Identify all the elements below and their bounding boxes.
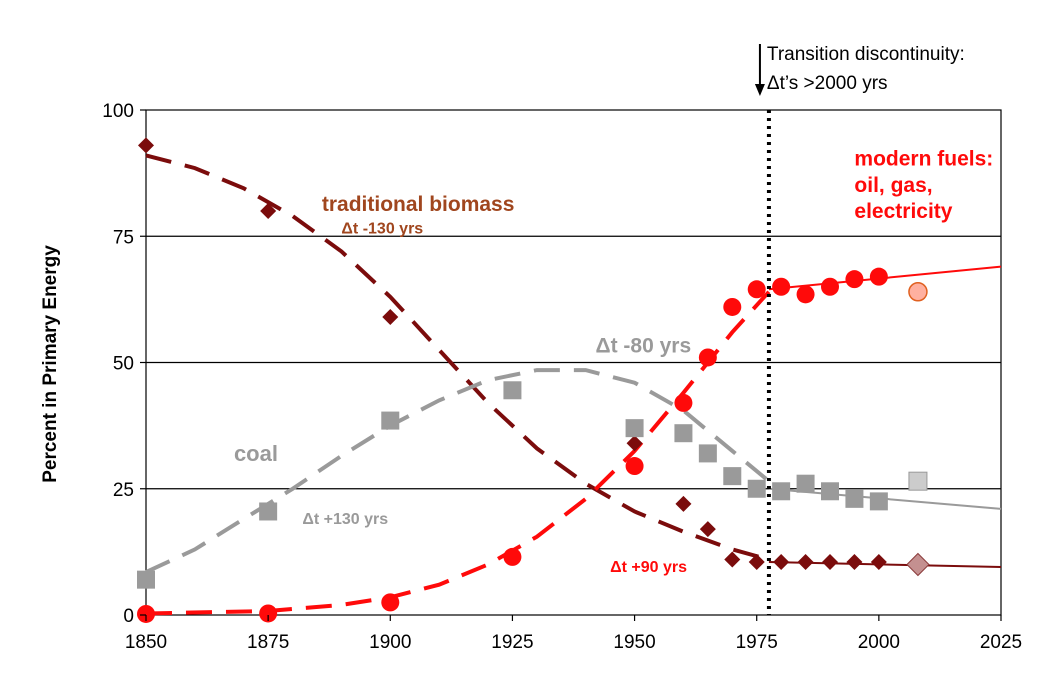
- coal-point-1985: [796, 474, 815, 493]
- biomass-label-0-0: traditional biomass: [322, 193, 515, 216]
- x-tick-label-2000: 2000: [858, 632, 900, 653]
- coal-point-1975: [747, 479, 766, 498]
- coal-point-1875: [259, 502, 278, 521]
- biomass-point-1970: [724, 551, 741, 568]
- coal-point-1925: [503, 381, 522, 400]
- biomass-point-1950: [626, 435, 643, 452]
- coal-projection-point-2008: [908, 471, 928, 491]
- modern-label-1-1: oil, gas,: [854, 174, 932, 197]
- modern-point-1970: [723, 297, 742, 316]
- biomass-point-1900: [382, 309, 399, 326]
- grid-layer: [145, 109, 1002, 616]
- biomass-projection-point-2008: [906, 552, 930, 577]
- biomass-label-1-0: Δt -130 yrs: [341, 221, 423, 238]
- modern-point-2000: [869, 267, 888, 286]
- label-layer: Transition discontinuity: Δt’s >2000 yrs t…: [234, 44, 993, 576]
- coal-point-1965: [698, 444, 717, 463]
- modern-point-1985: [796, 285, 815, 304]
- marker-layer: [137, 137, 930, 623]
- y-tick-label-50: 50: [113, 354, 134, 375]
- biomass-point-1980: [773, 553, 790, 570]
- transition-arrow-head: [754, 84, 765, 96]
- biomass-point-1875: [260, 203, 277, 219]
- coal-label-2-0: Δt -80 yrs: [595, 334, 691, 357]
- modern-point-1995: [845, 270, 864, 289]
- modern-label-0-0: Δt +90 yrs: [610, 559, 687, 576]
- coal-label-0-0: coal: [234, 441, 278, 466]
- modern-point-1950: [625, 457, 644, 476]
- modern-point-1900: [381, 593, 400, 612]
- y-tick-label-100: 100: [102, 101, 134, 122]
- coal-label-1-0: Δt +130 yrs: [302, 511, 388, 528]
- coal-fit-curve: [145, 368, 771, 574]
- y-tick-label-75: 75: [113, 227, 134, 248]
- x-tick-label-1875: 1875: [247, 632, 289, 653]
- biomass-point-1975: [748, 553, 765, 570]
- modern-point-1850: [137, 604, 155, 623]
- modern-label-1-2: electricity: [854, 200, 952, 223]
- modern-point-1965: [698, 348, 717, 367]
- axis-layer: 1850 1875 1900 1925 1950 1975 2000 2025 0 25 50 75 1…: [102, 44, 1022, 653]
- modern-point-1925: [503, 547, 522, 566]
- x-tick-label-1975: 1975: [736, 632, 778, 653]
- coal-point-1970: [723, 467, 742, 486]
- modern-point-1875: [259, 604, 278, 623]
- modern-point-1975: [747, 280, 766, 299]
- coal-point-1990: [821, 482, 839, 501]
- coal-point-1900: [381, 411, 400, 430]
- y-tick-label-25: 25: [113, 480, 134, 501]
- coal-point-2000: [869, 492, 888, 511]
- transition-annotation-line-0: Transition discontinuity:: [767, 44, 965, 65]
- modern-point-1960: [674, 393, 693, 412]
- x-tick-label-1850: 1850: [125, 632, 167, 653]
- x-tick-label-1900: 1900: [369, 632, 411, 653]
- biomass-point-1850: [138, 137, 154, 154]
- coal-point-1980: [772, 482, 791, 501]
- modern-projection-point-2008: [908, 282, 928, 302]
- coal-point-1950: [625, 419, 644, 438]
- fit-layer: [145, 153, 1002, 616]
- biomass-point-1960: [675, 495, 692, 512]
- modern-point-1980: [772, 277, 791, 296]
- coal-point-1850: [137, 570, 155, 589]
- x-tick-label-2025: 2025: [980, 632, 1022, 653]
- biomass-fit-curve: [145, 153, 770, 562]
- x-tick-label-1925: 1925: [491, 632, 533, 653]
- modern-point-1990: [821, 277, 839, 296]
- biomass-point-1990: [822, 553, 838, 570]
- biomass-point-1985: [797, 553, 814, 570]
- coal-point-1960: [674, 424, 693, 443]
- y-axis-title: Percent in Primary Energy: [40, 245, 61, 483]
- biomass-point-2000: [870, 553, 887, 570]
- biomass-point-1995: [846, 553, 863, 570]
- y-tick-label-0: 0: [123, 606, 134, 627]
- x-tick-label-1950: 1950: [613, 632, 655, 653]
- modern-label-1-0: modern fuels:: [854, 148, 993, 171]
- biomass-point-1965: [699, 521, 716, 538]
- transition-annotation-line-1: Δt’s >2000 yrs: [767, 73, 888, 94]
- coal-point-1995: [845, 489, 864, 508]
